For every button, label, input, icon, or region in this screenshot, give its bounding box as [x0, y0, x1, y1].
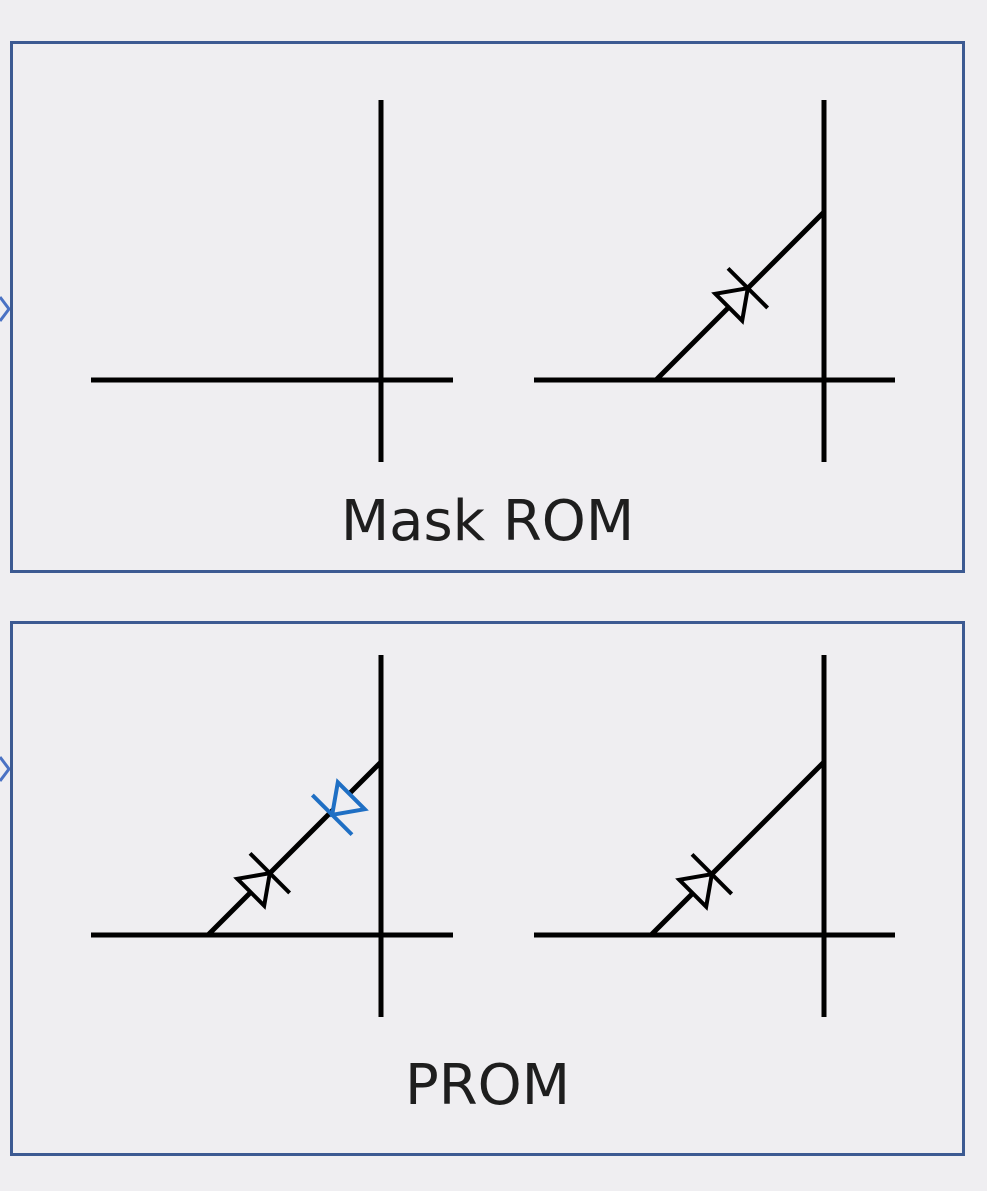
diode-symbol — [711, 266, 770, 325]
prom-caption: PROM — [404, 1053, 571, 1118]
prom-diagram — [91, 655, 895, 1017]
diagonal-link — [649, 760, 826, 937]
mask-rom-diagram — [91, 100, 895, 462]
diagonal-link — [206, 760, 383, 937]
mask-rom-cell-empty — [91, 100, 453, 462]
mask-rom-caption: Mask ROM — [340, 489, 635, 554]
prom-cell-diode — [534, 655, 895, 1017]
diode-symbol — [233, 851, 292, 910]
blown-diode-symbol — [310, 778, 369, 837]
left-edge-arrow-mark-bottom — [0, 756, 11, 782]
diode-symbol — [675, 852, 734, 911]
prom-cell-blown — [91, 655, 453, 1017]
prom-panel: PROM — [10, 621, 965, 1156]
mask-rom-cell-diode — [534, 100, 895, 462]
left-edge-arrow-mark-top — [0, 296, 11, 322]
mask-rom-panel: Mask ROM — [10, 41, 965, 573]
